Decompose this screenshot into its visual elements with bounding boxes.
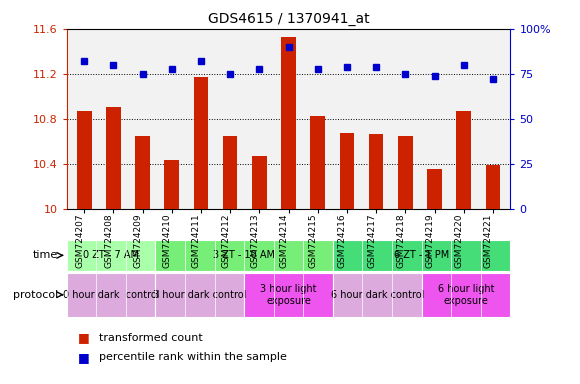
Bar [422, 273, 510, 317]
Text: GSM724213: GSM724213 [251, 213, 259, 268]
Text: GSM724212: GSM724212 [221, 213, 230, 268]
Bar [427, 169, 442, 209]
Text: GSM724207: GSM724207 [75, 213, 84, 268]
Bar [485, 165, 500, 209]
Text: 3 ZT - 10 AM: 3 ZT - 10 AM [213, 250, 275, 260]
Text: 6 hour dark control: 6 hour dark control [331, 290, 424, 300]
Text: 6 ZT - 1 PM: 6 ZT - 1 PM [394, 250, 450, 260]
Text: 0 ZT - 7 AM: 0 ZT - 7 AM [83, 250, 139, 260]
Text: GSM724208: GSM724208 [104, 213, 114, 268]
Bar [67, 240, 155, 271]
Bar [333, 240, 510, 271]
Text: GSM724211: GSM724211 [192, 213, 201, 268]
Text: 3 hour light
exposure: 3 hour light exposure [260, 284, 317, 306]
Bar [106, 107, 121, 209]
Bar [244, 273, 333, 317]
Bar [155, 240, 333, 271]
Bar [398, 136, 412, 209]
Bar [67, 273, 155, 317]
Text: 6 hour light
exposure: 6 hour light exposure [438, 284, 494, 306]
Text: transformed count: transformed count [99, 333, 202, 343]
Text: time: time [32, 250, 58, 260]
Text: GSM724218: GSM724218 [396, 213, 405, 268]
Title: GDS4615 / 1370941_at: GDS4615 / 1370941_at [208, 12, 369, 26]
Text: GSM724217: GSM724217 [367, 213, 376, 268]
Bar [252, 156, 267, 209]
Text: protocol: protocol [13, 290, 58, 300]
Text: ■: ■ [78, 331, 90, 344]
Text: GSM724216: GSM724216 [338, 213, 347, 268]
Text: GSM724210: GSM724210 [163, 213, 172, 268]
Bar [194, 77, 208, 209]
Bar [155, 273, 244, 317]
Text: GSM724220: GSM724220 [455, 213, 463, 268]
Bar [135, 136, 150, 209]
Text: ■: ■ [78, 351, 90, 364]
Text: GSM724219: GSM724219 [426, 213, 434, 268]
Bar [223, 136, 237, 209]
Bar [165, 160, 179, 209]
Text: GSM724214: GSM724214 [280, 213, 288, 268]
Text: GSM724209: GSM724209 [133, 213, 143, 268]
Bar [333, 273, 422, 317]
Bar [456, 111, 471, 209]
Text: percentile rank within the sample: percentile rank within the sample [99, 352, 287, 362]
Bar [340, 132, 354, 209]
Text: GSM724215: GSM724215 [309, 213, 318, 268]
Bar [310, 116, 325, 209]
Bar [369, 134, 383, 209]
Text: 0 hour dark  control: 0 hour dark control [63, 290, 160, 300]
Text: GSM724221: GSM724221 [484, 213, 493, 268]
Bar [281, 37, 296, 209]
Text: 3 hour dark control: 3 hour dark control [153, 290, 246, 300]
Bar [77, 111, 92, 209]
